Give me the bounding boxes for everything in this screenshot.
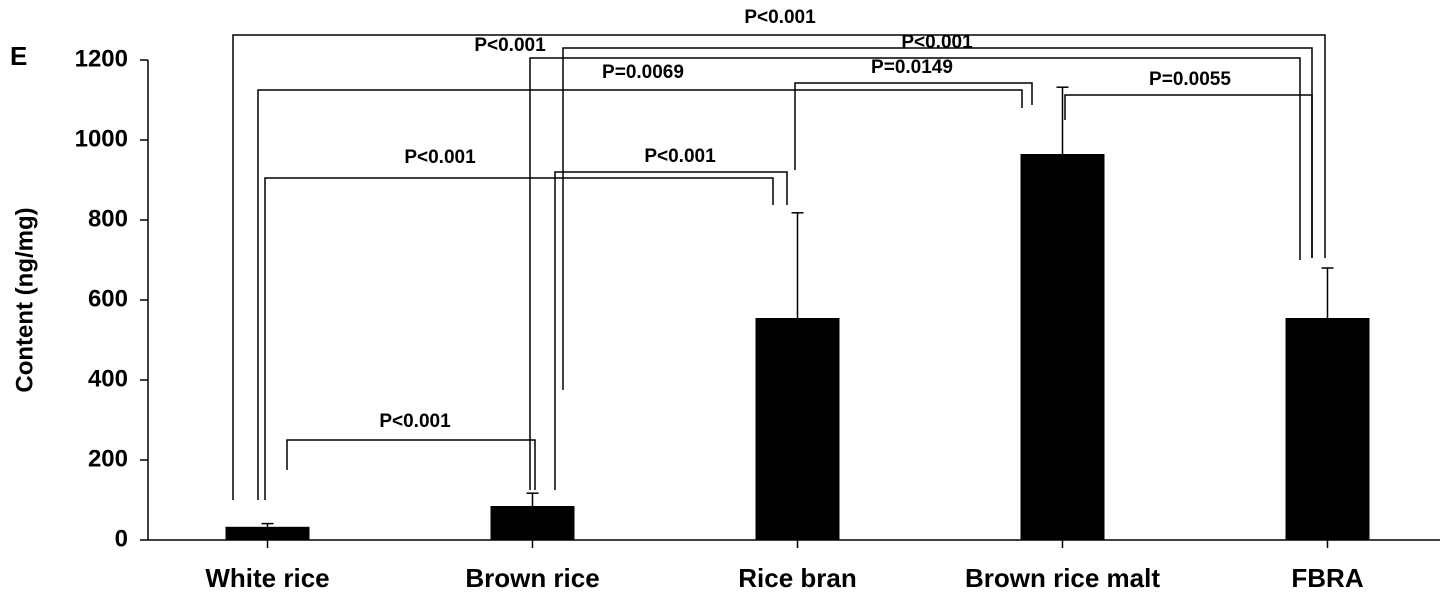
significance-bracket xyxy=(232,34,1326,500)
x-tick-label: Rice bran xyxy=(738,563,857,593)
significance-label: P=0.0069 xyxy=(602,62,684,83)
significance-bracket xyxy=(554,171,788,490)
bar xyxy=(225,526,310,540)
x-tick-label: FBRA xyxy=(1291,563,1363,593)
x-tick-label: White rice xyxy=(205,563,329,593)
bar xyxy=(755,318,840,540)
panel-label: E xyxy=(10,41,27,71)
y-tick-label: 1000 xyxy=(75,125,128,152)
y-tick-label: 200 xyxy=(88,445,128,472)
bar xyxy=(490,506,575,540)
bar xyxy=(1285,318,1370,540)
significance-label: P<0.001 xyxy=(744,7,816,28)
significance-bracket xyxy=(562,47,1313,390)
significance-bracket xyxy=(1064,94,1313,258)
significance-label: P<0.001 xyxy=(404,147,476,168)
significance-label: P=0.0149 xyxy=(871,57,953,78)
significance-bracket xyxy=(257,89,1023,500)
significance-bracket xyxy=(264,177,774,500)
significance-bracket xyxy=(794,82,1033,170)
significance-bracket xyxy=(286,439,536,490)
y-tick-label: 800 xyxy=(88,205,128,232)
y-axis-label: Content (ng/mg) xyxy=(11,207,38,392)
y-tick-label: 0 xyxy=(115,525,128,552)
significance-label: P<0.001 xyxy=(901,32,973,53)
y-tick-label: 600 xyxy=(88,285,128,312)
y-tick-label: 1200 xyxy=(75,45,128,72)
significance-label: P=0.0055 xyxy=(1149,69,1231,90)
bar xyxy=(1020,154,1105,540)
x-tick-label: Brown rice malt xyxy=(965,563,1160,593)
y-tick-label: 400 xyxy=(88,365,128,392)
x-tick-label: Brown rice xyxy=(465,563,599,593)
significance-label: P<0.001 xyxy=(474,35,546,56)
significance-bracket xyxy=(529,57,1301,490)
significance-label: P<0.001 xyxy=(379,411,451,432)
significance-label: P<0.001 xyxy=(644,146,716,167)
